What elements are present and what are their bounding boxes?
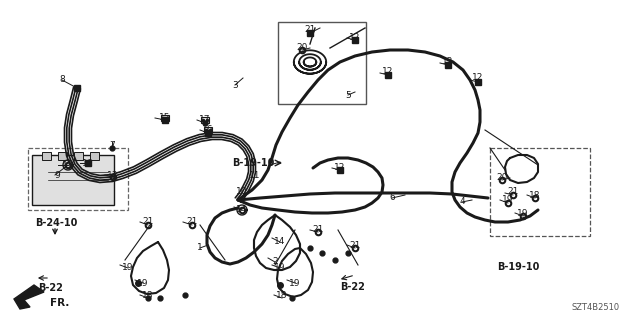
Text: B-19-10: B-19-10	[232, 158, 275, 168]
Bar	[74, 152, 83, 160]
Text: B-22: B-22	[340, 282, 365, 292]
Text: 15: 15	[159, 114, 171, 122]
Text: FR.: FR.	[50, 298, 69, 308]
Bar	[161, 115, 169, 121]
Text: 10: 10	[236, 188, 248, 197]
Text: 18: 18	[142, 291, 154, 300]
Text: 14: 14	[236, 205, 248, 214]
Bar	[90, 152, 99, 160]
Text: 12: 12	[442, 57, 454, 66]
Bar	[490, 148, 590, 236]
Bar	[204, 127, 212, 133]
Text: 19: 19	[289, 278, 301, 287]
Text: 19: 19	[502, 196, 514, 204]
Text: 21: 21	[508, 188, 518, 197]
Text: 11: 11	[62, 160, 74, 169]
Text: 7: 7	[109, 140, 115, 150]
Text: 13: 13	[108, 170, 119, 180]
Text: 1: 1	[197, 243, 203, 253]
Text: 4: 4	[459, 197, 465, 206]
Bar	[32, 155, 114, 205]
Text: 16: 16	[202, 125, 214, 135]
Text: 2: 2	[272, 257, 278, 266]
Text: 14: 14	[275, 238, 285, 247]
Text: 11: 11	[249, 170, 260, 180]
Text: 19: 19	[517, 209, 529, 218]
Text: B-22: B-22	[38, 283, 63, 293]
Text: 21: 21	[312, 226, 324, 234]
Text: 19: 19	[137, 278, 148, 287]
Text: 21: 21	[142, 218, 154, 226]
Polygon shape	[14, 285, 44, 309]
Text: 17: 17	[199, 115, 211, 124]
Text: 18: 18	[276, 291, 288, 300]
Text: B-19-10: B-19-10	[497, 262, 540, 272]
Text: 19: 19	[275, 263, 285, 272]
Text: 16: 16	[83, 159, 93, 167]
Text: 9: 9	[54, 170, 60, 180]
Text: 21: 21	[186, 218, 198, 226]
Bar	[42, 152, 51, 160]
Bar	[58, 152, 67, 160]
Text: 8: 8	[59, 76, 65, 85]
Text: 12: 12	[382, 68, 394, 77]
Text: 12: 12	[334, 164, 346, 173]
Text: 12: 12	[472, 73, 484, 83]
Bar	[201, 117, 209, 123]
Text: 6: 6	[389, 194, 395, 203]
Text: 5: 5	[345, 91, 351, 100]
Text: 19: 19	[122, 263, 134, 272]
Text: 3: 3	[232, 80, 238, 90]
Text: 20: 20	[296, 43, 308, 53]
Text: 21: 21	[349, 241, 361, 249]
Bar	[278, 22, 366, 104]
Text: 18: 18	[529, 190, 541, 199]
Text: 20: 20	[496, 174, 508, 182]
Bar	[28, 148, 128, 210]
Text: SZT4B2510: SZT4B2510	[572, 303, 620, 312]
Text: B-24-10: B-24-10	[35, 218, 77, 228]
Text: 21: 21	[304, 26, 316, 34]
Text: 12: 12	[349, 33, 361, 42]
